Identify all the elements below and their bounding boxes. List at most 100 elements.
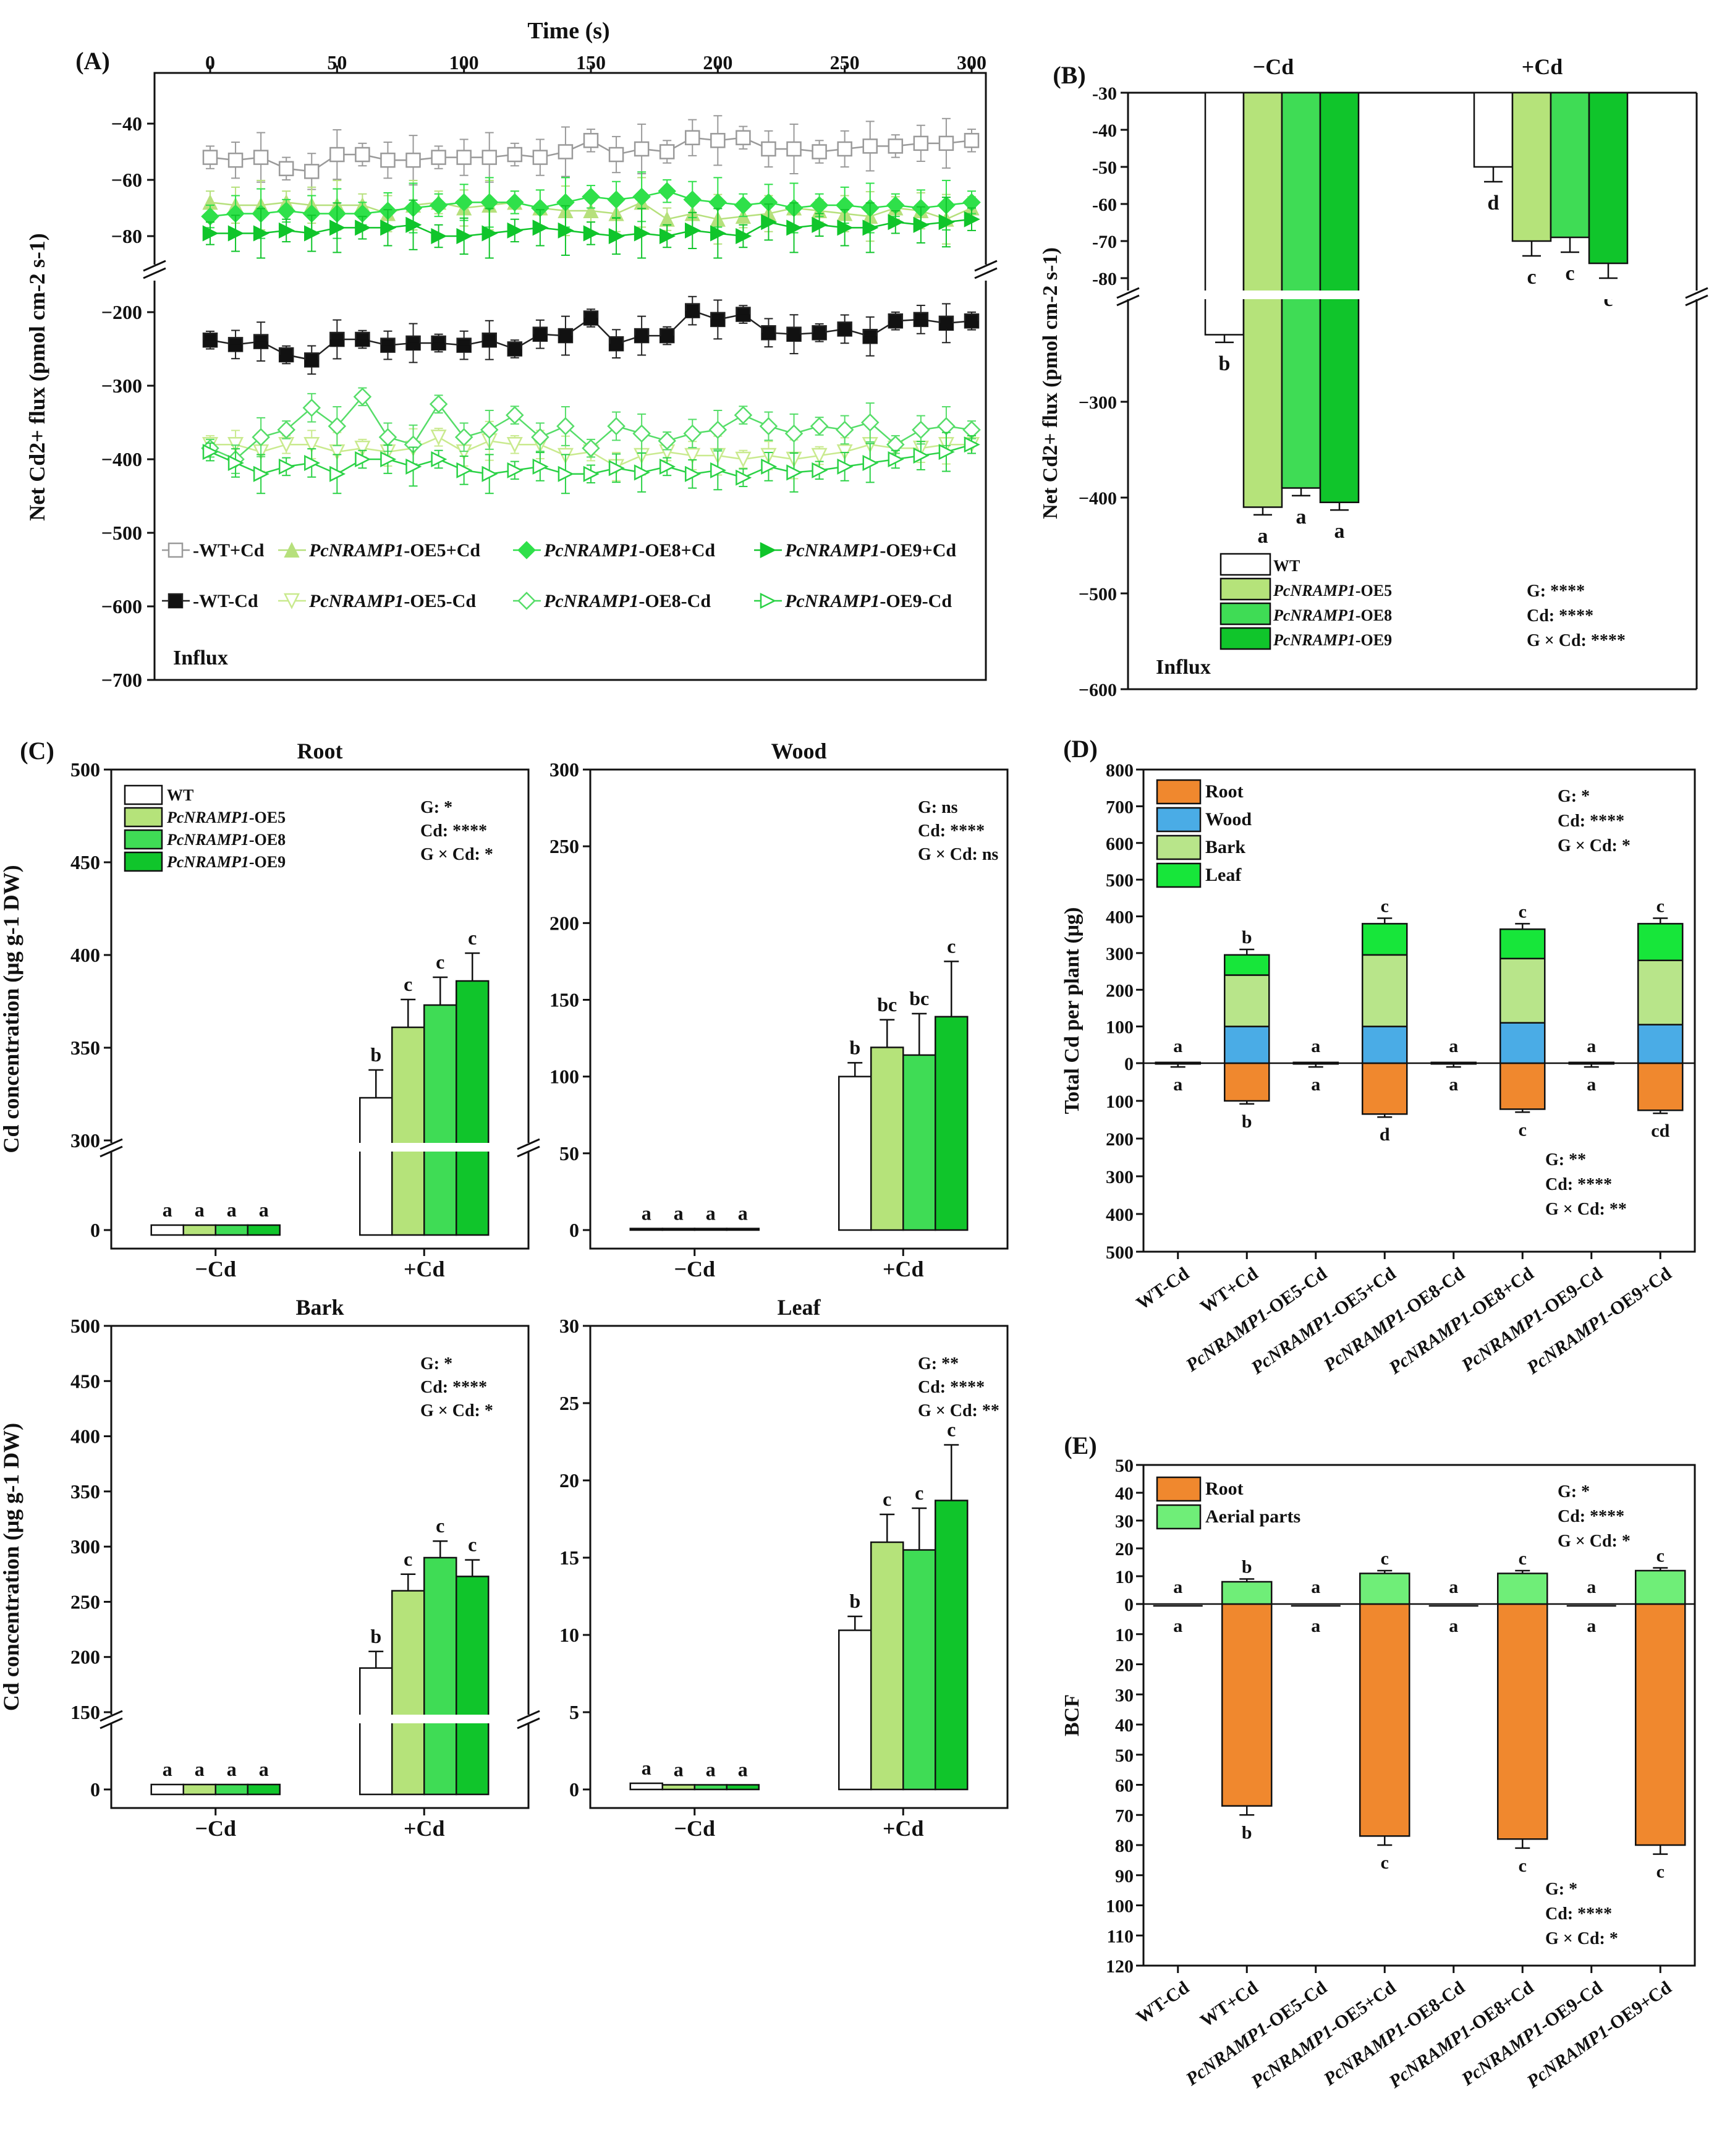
italic-gene-name: PcNRAMP1	[784, 591, 880, 611]
panel-label-e: (E)	[1064, 1432, 1096, 1459]
stats-text: Cd: ****	[1545, 1175, 1612, 1194]
significance-letter: c	[1519, 901, 1527, 922]
data-point-fill	[711, 319, 725, 326]
data-point-fill	[482, 340, 496, 347]
data-point	[710, 225, 727, 242]
data-point	[227, 225, 244, 242]
data-point-fill	[609, 344, 624, 351]
data-point	[659, 144, 675, 159]
data-point	[862, 138, 878, 154]
italic-gene-name: PcNRAMP1	[1273, 631, 1355, 649]
bar-wt	[629, 1782, 663, 1791]
bar-aerial-parts	[1359, 1572, 1410, 1605]
legend-label: PcNRAMP1-OE8+Cd	[543, 540, 715, 561]
y-axis-title: Total Cd per plant (μg)	[1061, 907, 1084, 1114]
y-tick-label: 20	[559, 1469, 579, 1492]
data-point	[277, 202, 295, 220]
bar-pcnramp1-oe8	[423, 1004, 457, 1236]
y-tick-label: 50	[1115, 1746, 1134, 1766]
y-tick-label: −300	[101, 375, 142, 397]
y-tick-label: 20	[1115, 1655, 1134, 1676]
data-point	[303, 436, 320, 453]
data-point	[354, 440, 371, 457]
plot-frame	[110, 1325, 530, 1809]
data-point-fill	[507, 349, 522, 356]
data-point-fill	[203, 340, 217, 347]
data-point	[710, 462, 727, 478]
legend-swatch	[124, 851, 163, 872]
bar-wt	[150, 1224, 184, 1236]
stats-text: Cd: ****	[1527, 606, 1593, 626]
series-pcnramp1-oe8-cd	[201, 171, 981, 239]
bar-wood	[1637, 1024, 1684, 1064]
significance-letter: b	[1242, 927, 1252, 948]
data-point-fill	[533, 334, 547, 341]
bar-pcnramp1-oe8	[902, 1549, 936, 1791]
data-point	[405, 216, 422, 233]
data-point	[862, 219, 879, 236]
significance-letter: a	[1173, 1577, 1182, 1597]
significance-letter: a	[1587, 1616, 1596, 1636]
stats-text: Cd: ****	[918, 1378, 985, 1397]
data-point	[378, 428, 397, 447]
axis-break-mark	[1116, 287, 1140, 307]
chart-title: Bark	[295, 1295, 344, 1320]
bar-wt	[150, 1783, 184, 1796]
italic-gene-name: PcNRAMP1	[543, 591, 638, 611]
data-point-fill	[863, 336, 877, 344]
data-point	[454, 193, 473, 212]
data-point	[278, 458, 295, 475]
bar-pcnramp1-oe9	[247, 1783, 281, 1796]
data-point	[252, 428, 270, 447]
y-tick-label: 700	[1106, 797, 1134, 817]
data-point	[481, 465, 498, 482]
legend-label: -WT+Cd	[193, 540, 265, 561]
gene-suffix: -OE9+Cd	[1601, 1263, 1676, 1324]
data-point	[837, 141, 852, 157]
category-label: +Cd	[404, 1257, 445, 1281]
plot-frame	[153, 72, 987, 681]
y-tick-label: −400	[101, 448, 142, 470]
panel-d-chart: 0 100 200 300 400 500 600 700 800 100 200 300 400 500…	[1061, 760, 1696, 1378]
data-point	[380, 152, 396, 168]
legend-label: WT+Cd	[1197, 1263, 1262, 1318]
data-point	[784, 424, 804, 443]
data-point	[355, 146, 370, 163]
bar-pcnramp1-oe5	[182, 1783, 216, 1796]
series-wt-cd	[202, 295, 980, 375]
y-tick-label: −40	[111, 112, 142, 135]
italic-gene-name: PcNRAMP1	[308, 591, 404, 611]
y-tick-label: 0	[569, 1219, 579, 1241]
category-label: −Cd	[195, 1816, 236, 1841]
gene-suffix: -OE9+Cd	[1601, 1977, 1676, 2038]
y-tick-label: 400	[1106, 1205, 1134, 1225]
legend-suffix: -OE5+Cd	[404, 540, 480, 561]
data-point	[964, 211, 980, 227]
data-point-fill	[965, 321, 978, 328]
data-point	[736, 469, 752, 486]
data-point	[329, 146, 345, 163]
data-point	[862, 454, 879, 471]
significance-letter: a	[738, 1202, 748, 1224]
stats-text: G × Cd: **	[1545, 1200, 1627, 1219]
panel-c-bark: Bark 150 200 250 300 350 400 450 500 0 Cd concentr…	[0, 1295, 540, 1841]
data-point	[431, 451, 447, 468]
data-point	[734, 196, 753, 214]
data-point	[860, 413, 880, 432]
y-tick-label: 90	[1115, 1866, 1134, 1886]
legend-swatch	[1219, 577, 1271, 601]
data-point	[355, 219, 371, 236]
stats-text: G: *	[420, 798, 452, 817]
data-point	[888, 451, 904, 468]
significance-letter: c	[1519, 1856, 1527, 1876]
data-point	[456, 150, 472, 165]
significance-letter: a	[674, 1202, 684, 1224]
significance-letter: c	[404, 973, 412, 995]
data-point	[607, 417, 626, 436]
significance-letter: a	[1173, 1074, 1182, 1095]
data-point	[304, 225, 321, 242]
data-point	[253, 465, 269, 482]
bar-pcnramp1-oe8	[1281, 91, 1321, 489]
legend-swatch	[1156, 779, 1202, 805]
significance-letter: a	[738, 1759, 748, 1781]
